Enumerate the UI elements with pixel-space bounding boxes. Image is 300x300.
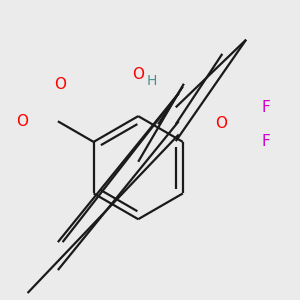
Text: O: O bbox=[16, 114, 28, 129]
Text: F: F bbox=[262, 100, 270, 115]
Text: O: O bbox=[215, 116, 227, 130]
Text: H: H bbox=[146, 74, 157, 88]
Text: O: O bbox=[54, 77, 66, 92]
Text: O: O bbox=[132, 67, 144, 82]
Text: F: F bbox=[262, 134, 270, 149]
